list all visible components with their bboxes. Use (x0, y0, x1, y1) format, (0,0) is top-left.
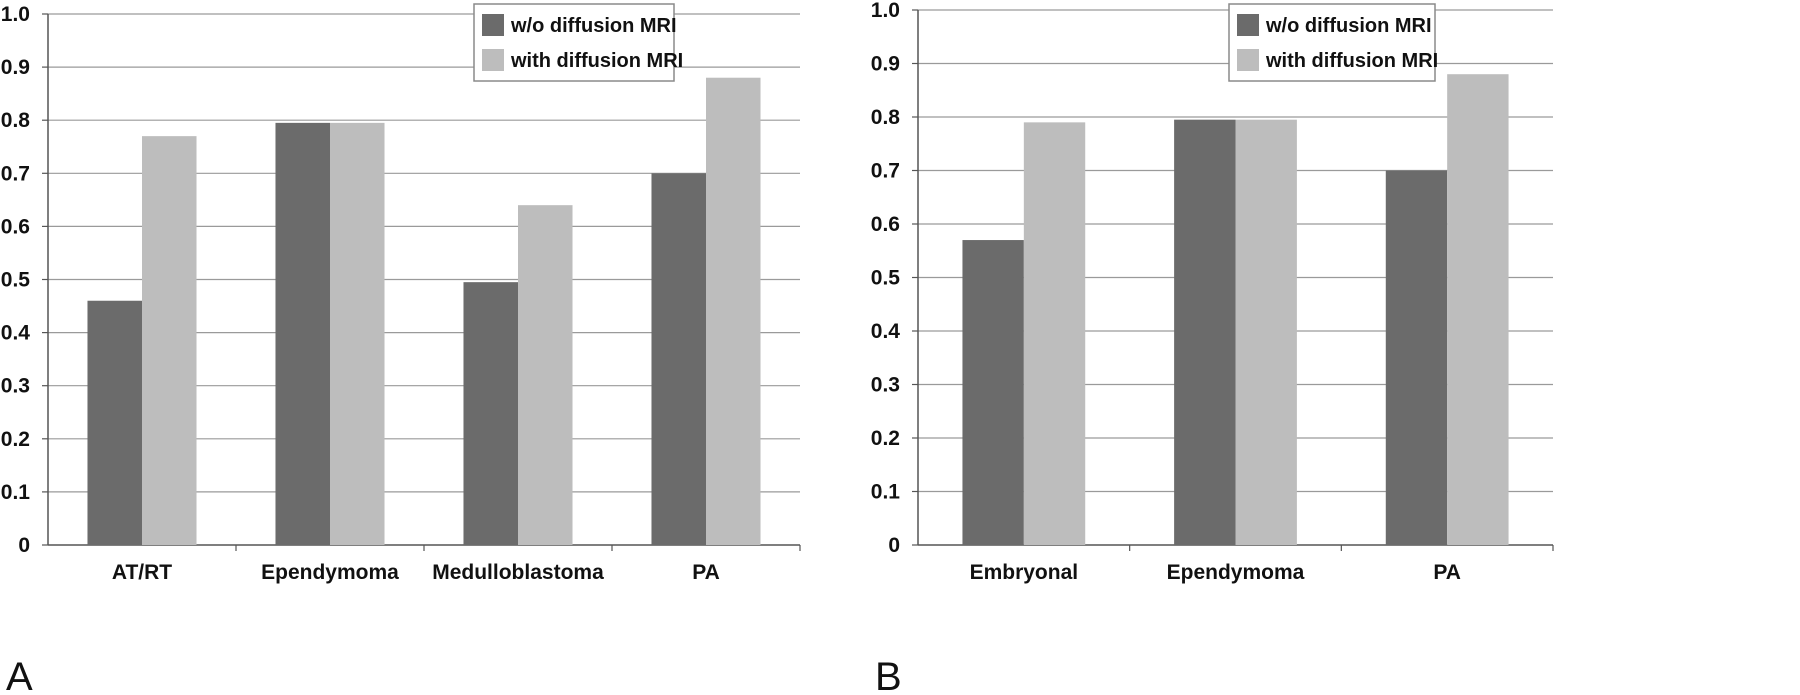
y-tick-label: 0.8 (1, 109, 31, 132)
bar-without-dmri (1385, 170, 1448, 545)
bar-with-dmri (518, 205, 573, 545)
x-category-label: Embryonal (970, 561, 1079, 584)
y-tick-label: 0.7 (1, 162, 30, 185)
y-tick-label: 0 (888, 534, 900, 557)
bar-with-dmri (330, 122, 385, 545)
y-tick-label: 0.1 (871, 481, 901, 504)
x-category-label: PA (1433, 561, 1461, 584)
bar-with-dmri (1235, 119, 1297, 546)
y-tick-label: 1.0 (871, 0, 900, 22)
x-category-label: Ependymoma (1167, 561, 1305, 584)
bar-with-dmri (142, 136, 197, 545)
y-tick-label: 0.4 (1, 322, 31, 345)
bar-with-dmri (1023, 122, 1086, 545)
legend-label: with diffusion MRI (1265, 50, 1438, 72)
legend-swatch (1237, 49, 1259, 71)
legend: w/o diffusion MRI with diffusion MRI (473, 3, 683, 82)
y-tick-label: 0.6 (1, 215, 30, 238)
y-tick-label: 0.3 (1, 375, 30, 398)
y-tick-label: 1.0 (1, 3, 30, 26)
bar-without-dmri (651, 173, 706, 546)
chart-panel-a: 0 0.1 0.2 0.3 0.4 0.5 0.6 0.7 0.8 0.9 1.0 AT/RT Epen… (1, 3, 801, 695)
bar-without-dmri (962, 240, 1024, 546)
legend-swatch (1237, 14, 1259, 36)
chart-panel-b: 0 0.1 0.2 0.3 0.4 0.5 0.6 0.7 0.8 0.9 1.0 Embryonal… (871, 0, 1554, 695)
y-tick-label: 0.5 (1, 269, 31, 292)
bar-with-dmri (1447, 74, 1509, 545)
y-tick-label: 0.4 (871, 320, 901, 343)
y-tick-label: 0.9 (1, 56, 30, 79)
legend-label: w/o diffusion MRI (510, 15, 677, 37)
x-category-label: Ependymoma (261, 561, 399, 584)
bar-with-dmri (706, 77, 761, 545)
legend-label: with diffusion MRI (510, 50, 683, 72)
legend-box (1228, 3, 1436, 82)
y-tick-label: 0.2 (1, 428, 30, 451)
bar-without-dmri (275, 122, 330, 545)
y-tick-label: 0 (18, 534, 30, 557)
y-tick-label: 0.9 (871, 53, 900, 76)
x-category-label: Medulloblastoma (432, 561, 604, 584)
legend-swatch (482, 14, 504, 36)
bar-without-dmri (87, 300, 142, 545)
legend: w/o diffusion MRI with diffusion MRI (1228, 3, 1438, 82)
y-tick-label: 0.8 (871, 106, 901, 129)
panel-label: A (6, 655, 33, 695)
y-tick-label: 0.5 (871, 267, 901, 290)
panel-label: B (875, 655, 902, 695)
y-tick-label: 0.6 (871, 213, 900, 236)
bar-without-dmri (463, 282, 518, 545)
x-category-label: AT/RT (112, 561, 172, 584)
y-tick-label: 0.3 (871, 374, 900, 397)
y-tick-label: 0.1 (1, 481, 31, 504)
legend-box (473, 3, 675, 82)
bar-without-dmri (1174, 119, 1236, 546)
y-tick-label: 0.2 (871, 427, 900, 450)
legend-label: w/o diffusion MRI (1265, 15, 1432, 37)
x-category-label: PA (692, 561, 720, 584)
legend-swatch (482, 49, 504, 71)
y-tick-label: 0.7 (871, 160, 900, 183)
